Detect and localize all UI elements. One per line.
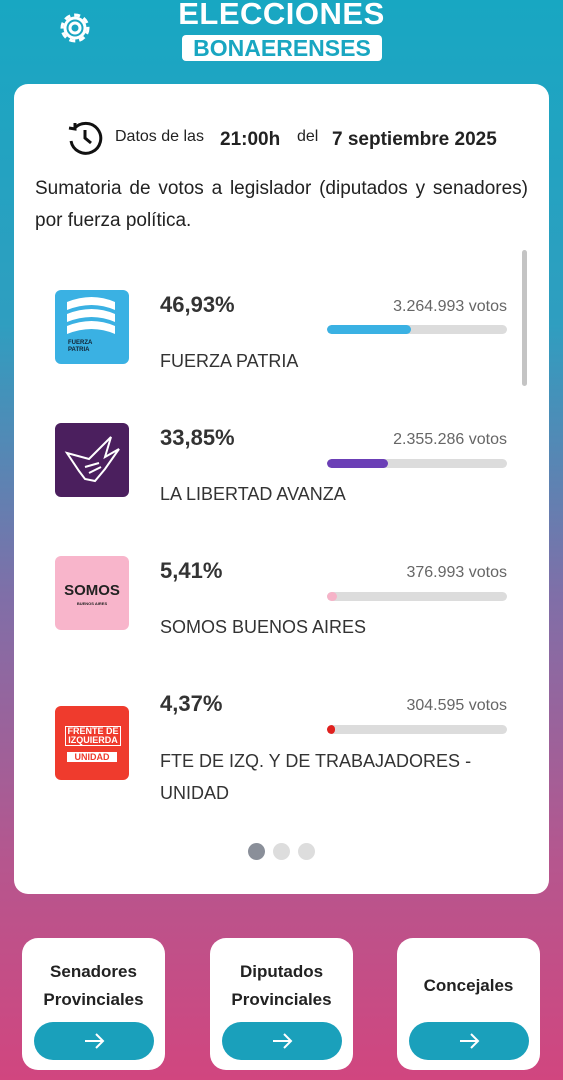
party-percent: 33,85% [160,425,235,450]
button-label: Provinciales [231,990,332,1009]
party-name: FUERZA PATRIA [160,351,299,371]
logo-line: FRENTE DE [67,726,119,736]
arrow-icon [460,1033,480,1049]
progress-bar [327,325,412,334]
button-label: Concejales [423,976,514,995]
party-name: FTE DE IZQ. Y DE TRABAJADORES - UNIDAD [160,751,472,803]
progress-track [327,459,507,468]
timestamp-connector: del [297,128,319,145]
logo-line: BUENOS AIRES [76,601,108,606]
party-percent: 5,41% [160,558,223,583]
nav-button[interactable]: Concejales [397,938,540,1070]
settings-icon[interactable] [53,6,97,50]
nav-button[interactable]: Diputados Provinciales [210,938,353,1070]
description: Sumatoria de votos a legislador (diputad… [35,178,528,231]
logo-line: UNIDAD [67,752,117,762]
progress-bar [327,725,335,734]
page-dot[interactable] [298,843,315,860]
logo-text: FRENTE DE IZQUIERDA [65,726,121,746]
page-dot[interactable] [248,843,265,860]
party-votes: 2.355.286 votos [393,431,507,448]
app-subtitle: BONAERENSES [182,35,382,61]
party-name: SOMOS BUENOS AIRES [160,617,367,637]
party-logo [55,423,129,497]
party-name: LA LIBERTAD AVANZA [160,484,346,504]
party-votes: 376.993 votos [406,564,507,581]
clock-icon [68,121,103,155]
party-logo: SOMOS BUENOS AIRES [55,556,129,630]
logo-line: IZQUIERDA [68,735,118,745]
progress-track [327,325,507,334]
button-label: Provinciales [43,990,144,1009]
logo-eagle [64,436,120,483]
party-votes: 304.595 votos [406,697,507,714]
page-dot[interactable] [273,843,290,860]
party-logo: FRENTE DE IZQUIERDA UNIDAD [55,706,129,780]
progress-bar [327,592,337,601]
party-percent: 46,93% [160,292,235,317]
party-votes: 3.264.993 votos [393,298,507,315]
arrow-button[interactable] [34,1022,154,1060]
party-percent: 4,37% [160,691,223,716]
button-label: Senadores [50,962,137,981]
logo-flag [67,297,115,334]
arrow-button[interactable] [409,1022,529,1060]
logo-line: SOMOS [64,582,120,599]
scrollbar [522,250,527,386]
arrow-icon [85,1033,105,1049]
logo-line: PATRIA [68,347,90,353]
app-title: ELECCIONES [178,0,385,31]
progress-bar [327,459,388,468]
logo-text: FUERZA PATRIA [68,340,92,354]
party-logo: FUERZA PATRIA [55,290,129,364]
arrow-icon [273,1033,293,1049]
logo-line: FUERZA [68,340,93,346]
button-label: Diputados [239,962,324,981]
timestamp-date: 7 septiembre 2025 [332,129,497,150]
nav-button[interactable]: Senadores Provinciales [22,938,165,1070]
timestamp-prefix: Datos de las [115,128,204,145]
timestamp-time: 21:00h [220,129,281,150]
arrow-button[interactable] [222,1022,342,1060]
progress-track [327,592,507,601]
progress-track [327,725,507,734]
